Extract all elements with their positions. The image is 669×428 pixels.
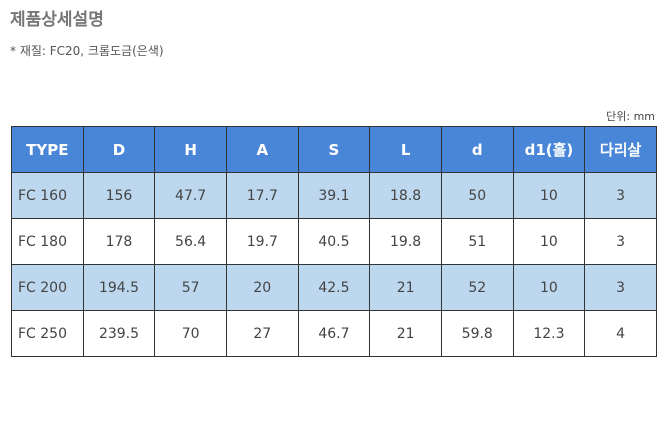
- table-cell: 21: [369, 310, 442, 357]
- table-cell: 194.5: [82, 264, 156, 311]
- table-cell: 50: [440, 172, 514, 219]
- column-header: H: [154, 126, 227, 173]
- table-cell: 156: [82, 172, 156, 219]
- table-cell: 51: [440, 218, 514, 265]
- table-cell: 12.3: [512, 310, 586, 357]
- table-cell: 4: [584, 310, 657, 357]
- table-cell: FC 250: [11, 310, 84, 357]
- table-cell: 3: [584, 172, 657, 219]
- unit-label: 단위: mm: [606, 110, 655, 123]
- column-header: S: [297, 126, 371, 173]
- table-cell: 10: [512, 264, 586, 311]
- table-cell: 46.7: [297, 310, 371, 357]
- material-note: * 재질: FC20, 크롬도금(은색): [10, 44, 164, 58]
- column-header: d1(홀): [512, 126, 586, 173]
- table-cell: 18.8: [369, 172, 442, 219]
- table-cell: FC 160: [11, 172, 84, 219]
- table-cell: 239.5: [82, 310, 156, 357]
- table-row: FC 180 178 56.4 19.7 40.5 19.8 51 10 3: [11, 218, 657, 265]
- table-cell: 3: [584, 264, 657, 311]
- table-cell: 10: [512, 218, 586, 265]
- table-cell: 59.8: [440, 310, 514, 357]
- table-cell: 178: [82, 218, 156, 265]
- column-header: A: [225, 126, 299, 173]
- table-cell: FC 200: [11, 264, 84, 311]
- table-cell: 27: [225, 310, 299, 357]
- table-row: FC 250 239.5 70 27 46.7 21 59.8 12.3 4: [11, 310, 657, 357]
- table-cell: 52: [440, 264, 514, 311]
- table-cell: 42.5: [297, 264, 371, 311]
- table-cell: 21: [369, 264, 442, 311]
- column-header: TYPE: [11, 126, 84, 173]
- column-header: D: [82, 126, 156, 173]
- table-row: FC 160 156 47.7 17.7 39.1 18.8 50 10 3: [11, 172, 657, 219]
- column-header: L: [369, 126, 442, 173]
- table-cell: 57: [154, 264, 227, 311]
- table-cell: 19.8: [369, 218, 442, 265]
- page-title: 제품상세설명: [10, 10, 104, 30]
- table-cell: 10: [512, 172, 586, 219]
- table-cell: 70: [154, 310, 227, 357]
- column-header: d: [440, 126, 514, 173]
- table-cell: 20: [225, 264, 299, 311]
- table-cell: 40.5: [297, 218, 371, 265]
- table-cell: 19.7: [225, 218, 299, 265]
- column-header: 다리살: [584, 126, 657, 173]
- table-cell: 17.7: [225, 172, 299, 219]
- table-cell: 47.7: [154, 172, 227, 219]
- table-cell: 3: [584, 218, 657, 265]
- table-cell: 39.1: [297, 172, 371, 219]
- table-cell: FC 180: [11, 218, 84, 265]
- table-cell: 56.4: [154, 218, 227, 265]
- table-row: FC 200 194.5 57 20 42.5 21 52 10 3: [11, 264, 657, 311]
- table-body: FC 160 156 47.7 17.7 39.1 18.8 50 10 3 FC 180 178 5…: [11, 172, 657, 357]
